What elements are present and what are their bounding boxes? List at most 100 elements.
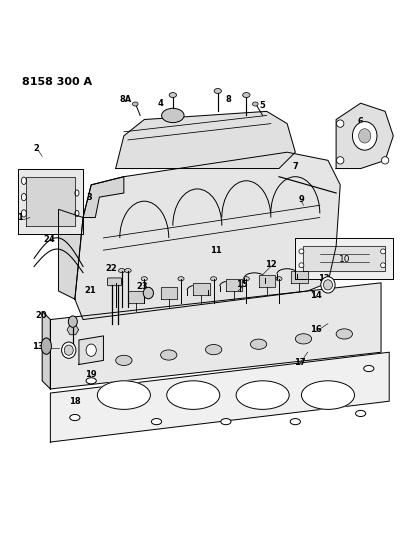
Ellipse shape: [336, 329, 353, 339]
Ellipse shape: [337, 120, 344, 127]
Ellipse shape: [41, 338, 51, 354]
Polygon shape: [303, 246, 385, 271]
Polygon shape: [226, 279, 242, 291]
Text: 23: 23: [136, 282, 148, 292]
Ellipse shape: [296, 334, 312, 344]
Text: 14: 14: [310, 290, 321, 300]
Ellipse shape: [323, 280, 332, 290]
Ellipse shape: [221, 418, 231, 425]
Ellipse shape: [242, 93, 250, 98]
Text: 15: 15: [236, 280, 248, 289]
Ellipse shape: [62, 342, 76, 358]
Text: 18: 18: [69, 397, 81, 406]
Text: 7: 7: [293, 162, 298, 171]
Text: 11: 11: [210, 246, 222, 255]
Ellipse shape: [70, 415, 80, 421]
Ellipse shape: [299, 249, 304, 254]
Ellipse shape: [21, 177, 26, 184]
Ellipse shape: [21, 193, 26, 201]
Polygon shape: [79, 336, 104, 365]
Text: 19: 19: [85, 370, 97, 379]
Ellipse shape: [358, 129, 371, 143]
Polygon shape: [75, 152, 340, 320]
Text: 21: 21: [85, 287, 96, 295]
Text: 4: 4: [158, 99, 164, 108]
Polygon shape: [296, 238, 393, 279]
Ellipse shape: [113, 281, 119, 285]
Ellipse shape: [301, 381, 355, 409]
Text: 16: 16: [310, 325, 321, 334]
Ellipse shape: [75, 211, 79, 216]
Ellipse shape: [97, 381, 150, 409]
Ellipse shape: [381, 157, 389, 164]
Polygon shape: [115, 111, 296, 168]
Ellipse shape: [167, 381, 220, 409]
Polygon shape: [336, 103, 393, 168]
Ellipse shape: [236, 381, 289, 409]
Ellipse shape: [381, 263, 386, 268]
Ellipse shape: [356, 410, 366, 416]
Ellipse shape: [210, 277, 217, 281]
Text: 17: 17: [293, 358, 305, 367]
Polygon shape: [128, 291, 144, 303]
Text: 1: 1: [17, 213, 23, 222]
Ellipse shape: [169, 93, 176, 98]
Ellipse shape: [321, 277, 335, 293]
Polygon shape: [291, 271, 307, 283]
Polygon shape: [51, 283, 381, 389]
Text: 5: 5: [260, 101, 266, 110]
Ellipse shape: [68, 316, 77, 327]
Text: 9: 9: [298, 195, 304, 204]
Polygon shape: [67, 325, 79, 335]
Ellipse shape: [86, 344, 96, 356]
Text: 8A: 8A: [120, 95, 132, 103]
Text: 13: 13: [32, 342, 44, 351]
Text: 20: 20: [36, 311, 47, 320]
Text: 12: 12: [265, 260, 277, 269]
Text: 8158 300 A: 8158 300 A: [22, 77, 92, 87]
Ellipse shape: [178, 277, 184, 281]
Ellipse shape: [214, 88, 222, 93]
Text: 6: 6: [358, 117, 364, 126]
Ellipse shape: [243, 277, 249, 281]
Ellipse shape: [364, 366, 374, 372]
FancyBboxPatch shape: [108, 278, 121, 286]
Ellipse shape: [151, 418, 162, 425]
Ellipse shape: [21, 210, 26, 217]
Polygon shape: [161, 287, 177, 299]
Ellipse shape: [337, 157, 344, 164]
Ellipse shape: [381, 249, 386, 254]
Text: 24: 24: [44, 236, 55, 245]
Ellipse shape: [115, 356, 132, 366]
Polygon shape: [42, 311, 51, 389]
Text: 8: 8: [225, 95, 231, 103]
Polygon shape: [18, 168, 83, 234]
Ellipse shape: [290, 418, 300, 425]
Polygon shape: [259, 274, 275, 287]
Polygon shape: [83, 177, 124, 217]
Ellipse shape: [162, 108, 184, 123]
Ellipse shape: [276, 277, 282, 281]
Ellipse shape: [143, 287, 153, 299]
Text: 10: 10: [339, 255, 350, 264]
Polygon shape: [58, 209, 83, 299]
Text: 3: 3: [86, 192, 92, 201]
Ellipse shape: [75, 190, 79, 196]
Ellipse shape: [206, 344, 222, 355]
Polygon shape: [51, 352, 389, 442]
Ellipse shape: [299, 263, 304, 268]
Ellipse shape: [64, 345, 73, 356]
Ellipse shape: [252, 102, 258, 106]
Polygon shape: [26, 177, 75, 225]
Text: 2: 2: [33, 143, 39, 152]
Polygon shape: [193, 283, 210, 295]
Ellipse shape: [86, 378, 96, 384]
Ellipse shape: [353, 122, 377, 150]
Ellipse shape: [118, 269, 125, 272]
Ellipse shape: [161, 350, 177, 360]
Ellipse shape: [132, 102, 138, 106]
Text: 13: 13: [318, 274, 330, 283]
Text: 22: 22: [106, 264, 118, 273]
Ellipse shape: [250, 339, 267, 349]
Ellipse shape: [125, 269, 131, 272]
